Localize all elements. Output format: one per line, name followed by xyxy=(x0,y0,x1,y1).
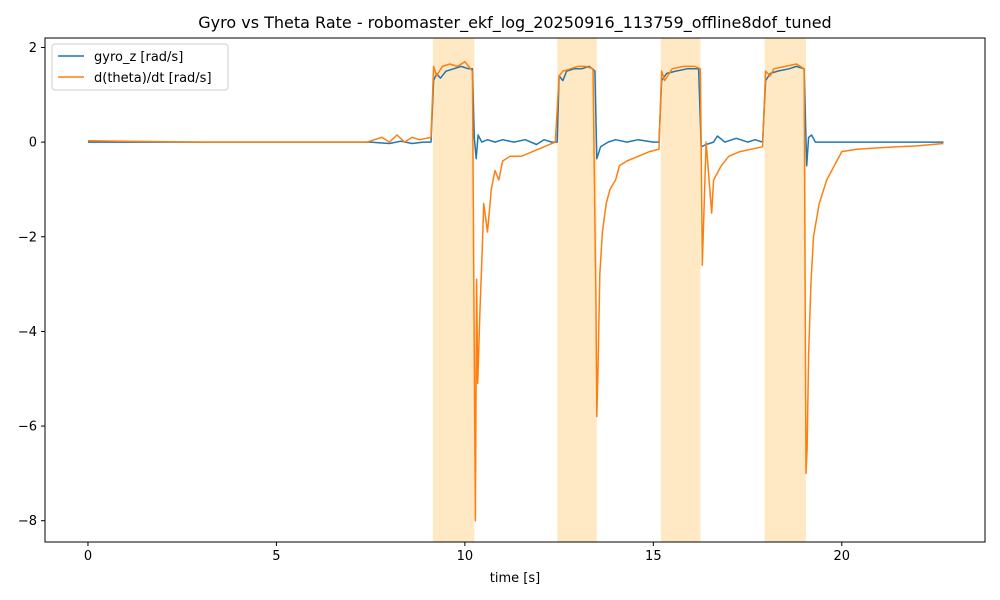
series-lines xyxy=(87,60,944,522)
legend-box xyxy=(51,43,229,91)
chart-title: Gyro vs Theta Rate - robomaster_ekf_log_… xyxy=(198,13,831,33)
legend: gyro_z [rad/s] d(theta)/dt [rad/s] xyxy=(51,43,229,91)
legend-label-theta-rate: d(theta)/dt [rad/s] xyxy=(94,71,212,86)
shaded-regions xyxy=(432,38,806,542)
plot-frame xyxy=(44,37,986,543)
x-tick-label-20: 20 xyxy=(834,549,851,564)
y-tick-label-0: 0 xyxy=(29,136,37,151)
series-line-1 xyxy=(87,60,944,522)
shaded-region-2 xyxy=(660,38,701,542)
y-tick-label--4: −4 xyxy=(18,325,37,340)
x-tick-label-5: 5 xyxy=(272,549,280,564)
x-tick-label-0: 0 xyxy=(84,549,92,564)
y-tick-label-2: 2 xyxy=(29,41,37,56)
series-line-0 xyxy=(88,65,944,167)
x-tick-label-10: 10 xyxy=(457,549,474,564)
y-ticks: 2 0 −2 −4 −6 −8 xyxy=(18,41,45,529)
x-ticks: 0 5 10 15 20 xyxy=(84,542,850,564)
shaded-region-0 xyxy=(432,38,475,542)
x-tick-label-15: 15 xyxy=(645,549,662,564)
y-tick-label--2: −2 xyxy=(18,230,37,245)
y-tick-label--8: −8 xyxy=(18,514,37,529)
shaded-region-3 xyxy=(764,38,806,542)
shaded-region-1 xyxy=(557,38,597,542)
legend-label-gyro: gyro_z [rad/s] xyxy=(94,50,183,65)
y-tick-label--6: −6 xyxy=(18,420,37,435)
x-axis-label: time [s] xyxy=(490,571,540,586)
